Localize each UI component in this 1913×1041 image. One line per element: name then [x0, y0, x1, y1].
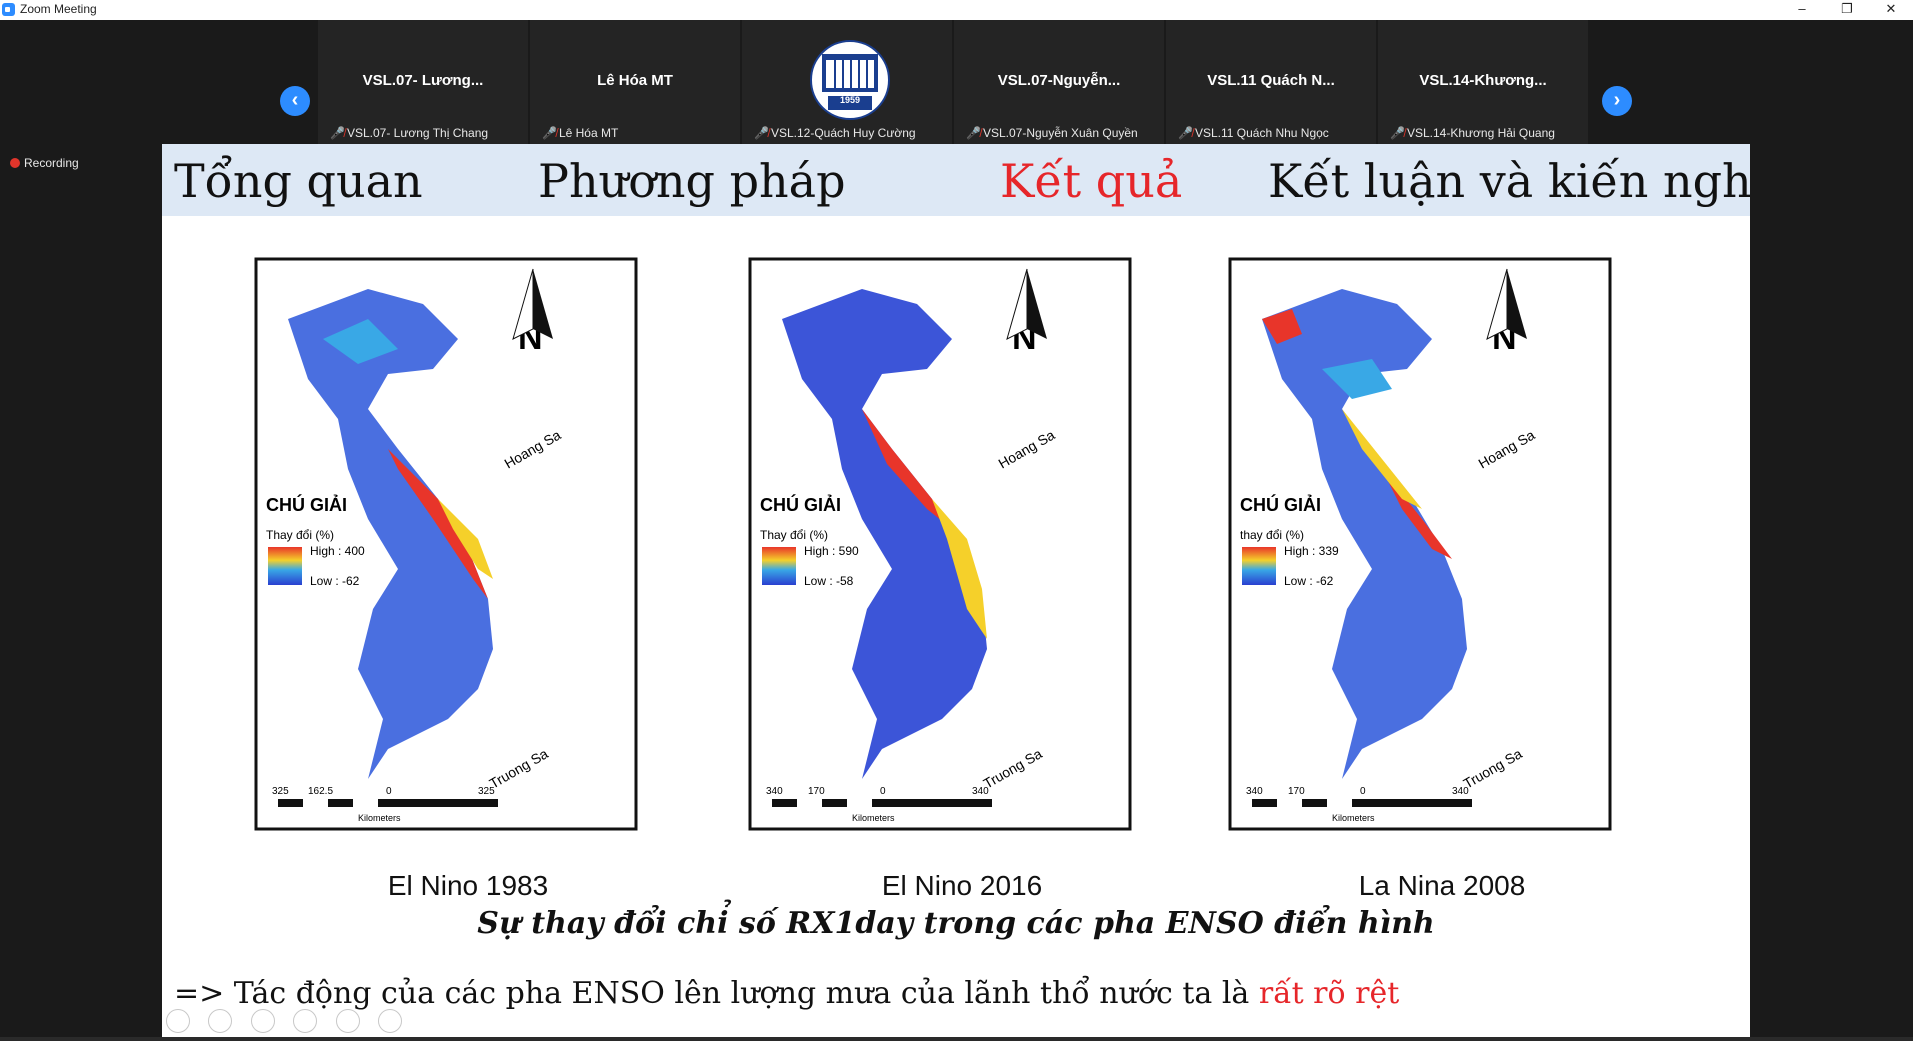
participant-footer: 🎤̸ VSL.07-Nguyễn Xuân Quyền [966, 126, 1138, 140]
minimize-button[interactable]: – [1798, 1, 1806, 16]
participant-name: VSL.07-Nguyễn... [997, 72, 1121, 89]
legend-title: CHÚ GIẢI [1240, 494, 1321, 515]
slide-conclusion: => Tác động của các pha ENSO lên lượng m… [174, 976, 1399, 1011]
map-caption: El Nino 1983 [387, 870, 549, 901]
muted-mic-icon: 🎤̸ [1178, 126, 1193, 140]
legend-subtitle: Thay đổi (%) [760, 528, 828, 542]
participant-tile[interactable]: VSL.14-Khương... 🎤̸ VSL.14-Khương Hải Qua… [1378, 20, 1589, 144]
legend-high: High : 339 [1284, 544, 1339, 558]
zoom-app-icon [2, 3, 15, 16]
more-icon[interactable] [378, 1009, 403, 1033]
legend-high: High : 400 [310, 544, 365, 558]
pen-icon[interactable] [250, 1009, 275, 1033]
scale-tick: 340 [972, 786, 989, 797]
legend-subtitle: Thay đổi (%) [266, 528, 334, 542]
legend-low: Low : -62 [1284, 574, 1334, 588]
scale-tick: 162.5 [308, 786, 333, 797]
legend-low: Low : -62 [310, 574, 360, 588]
shared-slide: Tổng quan Phương pháp Kết quả Kết luận v… [162, 144, 1750, 1037]
zoom-icon[interactable] [335, 1009, 360, 1033]
participant-footer: 🎤̸ VSL.11 Quách Nhu Ngọc [1178, 126, 1329, 140]
legend-subtitle: thay đổi (%) [1240, 528, 1304, 542]
prev-slide-icon[interactable] [166, 1009, 190, 1033]
map-el-nino-2016: N CHÚ GIẢI Thay đổi (%) High : 590 Low :… [742, 249, 1182, 849]
bottom-bar [0, 1037, 1913, 1041]
muted-mic-icon: 🎤̸ [1390, 126, 1405, 140]
participant-name: Lê Hóa MT [597, 72, 673, 89]
nav-conclusion: Kết luận và kiến nghị [1268, 154, 1750, 208]
participant-tile[interactable]: VSL.07-Nguyễn... 🎤̸ VSL.07-Nguyễn Xuân Qu… [954, 20, 1165, 144]
conclusion-text: => Tác động của các pha ENSO lên lượng m… [174, 976, 1250, 1011]
scale-unit: Kilometers [852, 813, 895, 823]
title-bar: Zoom Meeting – ❐ ✕ [0, 0, 1913, 21]
restore-button[interactable]: ❐ [1841, 1, 1853, 16]
muted-mic-icon: 🎤̸ [542, 126, 557, 140]
recording-icon [10, 158, 20, 168]
scale-tick: 170 [808, 786, 825, 797]
scale-tick: 0 [386, 786, 392, 797]
nav-results: Kết quả [1000, 154, 1183, 208]
participant-footer: 🎤̸ VSL.07- Lương Thị Chang [330, 126, 489, 140]
scale-tick: 325 [272, 786, 289, 797]
recording-indicator[interactable]: Recording [10, 156, 79, 170]
scale-unit: Kilometers [358, 813, 401, 823]
map-caption: El Nino 2016 [881, 870, 1043, 901]
close-button[interactable]: ✕ [1885, 1, 1897, 16]
scale-tick: 170 [1288, 786, 1305, 797]
scale-tick: 340 [1452, 786, 1469, 797]
participant-avatar-logo: 1959 [810, 40, 890, 120]
scale-tick: 340 [1246, 786, 1263, 797]
window-title: Zoom Meeting [20, 2, 97, 16]
legend-title: CHÚ GIẢI [266, 494, 347, 515]
participant-name: VSL.14-Khương... [1419, 72, 1547, 89]
scale-tick: 340 [766, 786, 783, 797]
map-caption: La Nina 2008 [1358, 870, 1526, 901]
muted-mic-icon: 🎤̸ [966, 126, 981, 140]
participant-footer: 🎤̸ Lê Hóa MT [542, 126, 619, 140]
scale-tick: 0 [880, 786, 886, 797]
participant-tile[interactable]: VSL.11 Quách N... 🎤̸ VSL.11 Quách Nhu Ngọ… [1166, 20, 1377, 144]
logo-year: 1959 [839, 95, 861, 105]
participant-name: VSL.11 Quách N... [1207, 72, 1335, 89]
muted-mic-icon: 🎤̸ [754, 126, 769, 140]
participant-footer: 🎤̸ VSL.14-Khương Hải Quang [1390, 126, 1555, 140]
nav-overview: Tổng quan [174, 154, 423, 208]
previous-page-button[interactable]: ‹ [280, 86, 310, 116]
legend-low: Low : -58 [804, 574, 854, 588]
legend-title: CHÚ GIẢI [760, 494, 841, 515]
participant-strip: ‹ VSL.07- Lương... 🎤̸ VSL.07- Lương Thị C… [0, 20, 1913, 144]
map-figure: N CHÚ GIẢI Thay đổi (%) High : 400 Low :… [254, 257, 638, 831]
scale-unit: Kilometers [1332, 813, 1375, 823]
participant-footer: 🎤̸ VSL.12-Quách Huy Cường [754, 126, 916, 140]
slide-tools [166, 1009, 416, 1035]
slide-subtitle: Sự thay đổi chỉ số RX1day trong các pha … [477, 906, 1435, 941]
map-figure: N CHÚ GIẢI Thay đổi (%) High : 590 Low :… [748, 257, 1132, 831]
next-page-button[interactable]: › [1602, 86, 1632, 116]
participant-tile[interactable]: VSL.07- Lương... 🎤̸ VSL.07- Lương Thị Cha… [318, 20, 529, 144]
scale-tick: 0 [1360, 786, 1366, 797]
slides-icon[interactable] [293, 1009, 318, 1033]
map-figure: N CHÚ GIẢI thay đổi (%) High : 339 Low :… [1228, 257, 1612, 831]
next-slide-icon[interactable] [208, 1009, 233, 1033]
muted-mic-icon: 🎤̸ [330, 126, 345, 140]
nav-method: Phương pháp [538, 154, 846, 208]
participant-tile[interactable]: Lê Hóa MT 🎤̸ Lê Hóa MT [530, 20, 741, 144]
map-el-nino-1983: N CHÚ GIẢI Thay đổi (%) High : 400 Low :… [248, 249, 688, 849]
conclusion-emphasis: rất rõ rệt [1258, 976, 1400, 1011]
legend-high: High : 590 [804, 544, 859, 558]
scale-tick: 325 [478, 786, 495, 797]
map-la-nina-2008: N CHÚ GIẢI thay đổi (%) High : 339 Low :… [1222, 249, 1662, 849]
participant-name: VSL.07- Lương... [362, 72, 484, 89]
slide-section-nav: Tổng quan Phương pháp Kết quả Kết luận v… [162, 144, 1750, 216]
